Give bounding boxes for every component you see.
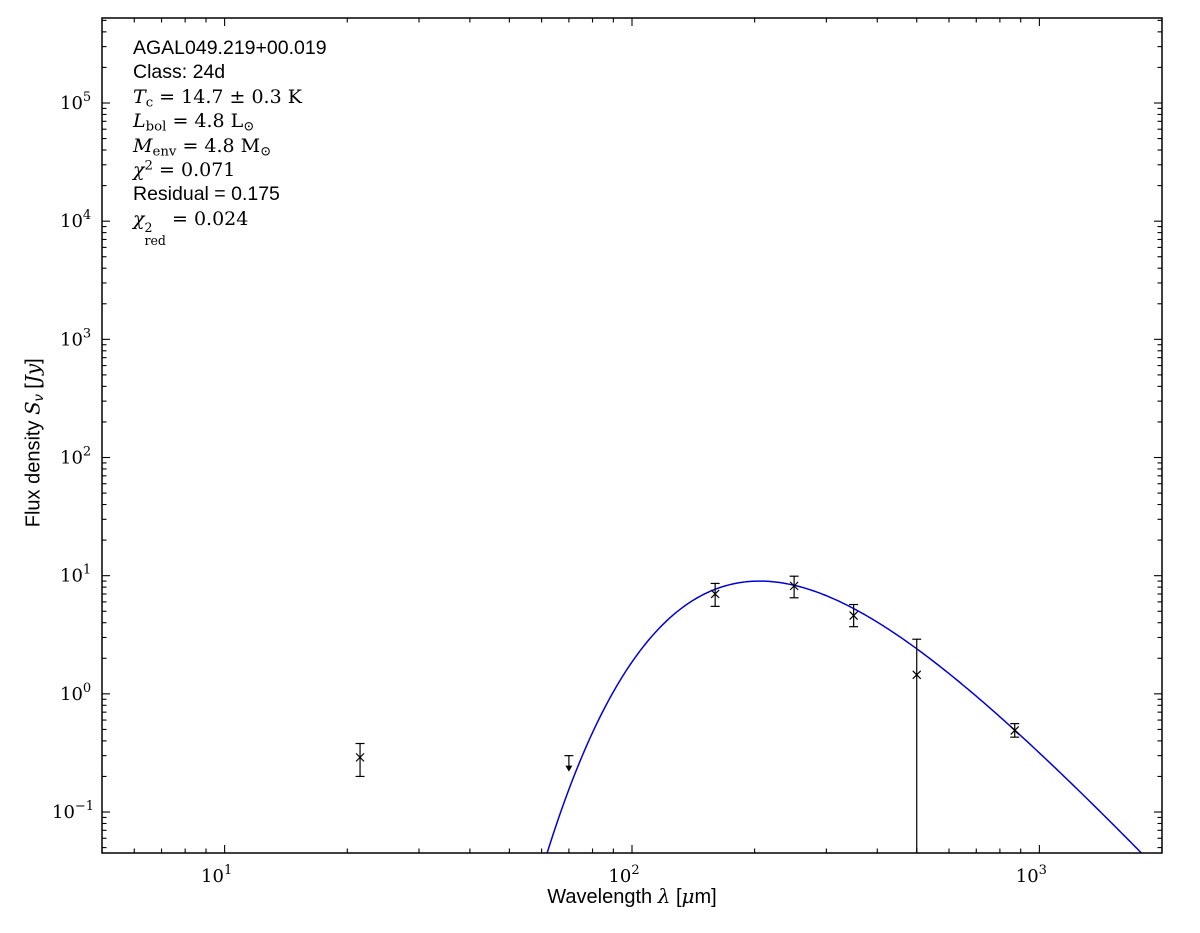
mass-line: Menv = 4.8 M⊙ [133, 134, 272, 159]
svg-text:100: 100 [60, 681, 91, 705]
data-point [355, 742, 365, 778]
chi2-line: χ2 = 0.071 [133, 158, 236, 182]
data-point [1010, 723, 1020, 738]
svg-text:103: 103 [1016, 863, 1047, 887]
svg-text:102: 102 [60, 445, 91, 469]
luminosity-line: Lbol = 4.8 L⊙ [133, 110, 255, 135]
svg-text:101: 101 [60, 563, 91, 587]
tick-labels: 101 102 103 105 104 103 102 101 100 10−1 [52, 90, 1047, 887]
x-axis-label: Wavelength λ [μm] [547, 884, 717, 908]
data-point [710, 582, 720, 607]
svg-text:102: 102 [608, 863, 639, 887]
greybody-fit-curve [546, 580, 1143, 853]
data-point [849, 603, 859, 628]
residual-line: Residual = 0.175 [133, 183, 280, 206]
svg-text:103: 103 [60, 326, 91, 350]
class-line: Class: 24d [133, 61, 226, 84]
data-point [912, 638, 922, 853]
axes-frame [101, 17, 1163, 854]
annotation-block: AGAL049.219+00.019 Class: 24d Tc = 14.7 … [133, 36, 327, 247]
y-axis-label: Flux density Sν [Jy] [20, 358, 46, 528]
svg-text:104: 104 [60, 208, 91, 232]
svg-text:10−1: 10−1 [52, 799, 94, 823]
chi2red-line: χ 2 red = 0.024 [133, 207, 249, 248]
source-name: AGAL049.219+00.019 [133, 37, 327, 59]
temperature-line: Tc = 14.7 ± 0.3 K [133, 85, 302, 111]
svg-text:101: 101 [201, 863, 232, 887]
upper-limit-point [564, 755, 574, 772]
svg-text:105: 105 [60, 90, 91, 114]
data-point [789, 575, 799, 599]
photometry-points [355, 575, 1020, 853]
